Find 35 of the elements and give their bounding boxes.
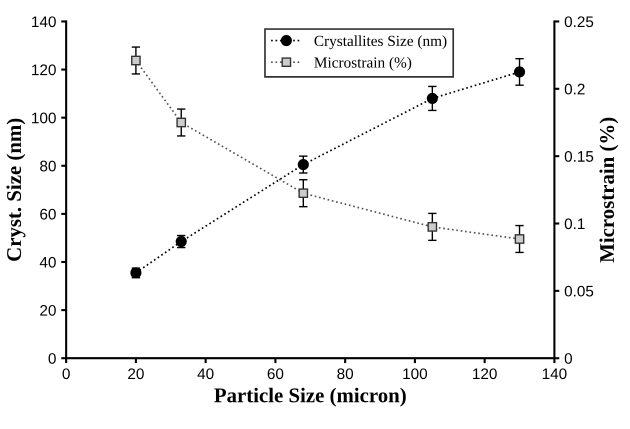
x-tick-label: 140 [542, 368, 567, 380]
x-tick-label: 0 [62, 368, 70, 380]
y-tick-label: 0 [48, 353, 56, 364]
x-tick-label: 60 [268, 368, 284, 380]
point [298, 159, 309, 170]
y-tick-label: 80 [40, 160, 56, 172]
y2-tick-label: 0.2 [564, 84, 585, 94]
y-tick-label: 60 [40, 208, 56, 220]
y-axis-title: Cryst. Size (nm) [6, 118, 26, 261]
point [427, 222, 438, 232]
y2-tick-label: 0.05 [564, 286, 594, 297]
y-tick-label: 40 [40, 256, 56, 268]
legend-label: Microstrain (%) [314, 56, 412, 71]
point [514, 234, 524, 244]
x-tick-label: 20 [128, 368, 144, 380]
y2-axis-title: Microstrain (%) [599, 118, 618, 262]
point [298, 188, 308, 198]
legend-label: Crystallites Size (nm) [314, 35, 446, 50]
x-tick-label: 40 [198, 368, 214, 380]
x-tick-label: 80 [337, 368, 354, 380]
y-tick-label: 100 [32, 112, 56, 124]
point [176, 118, 186, 128]
y-tick-label: 20 [40, 304, 56, 316]
x-axis-title: Particle Size (micron) [214, 388, 406, 407]
x-tick-label: 120 [473, 368, 497, 380]
y-tick-label: 120 [32, 64, 56, 76]
y2-tick-label: 0.25 [564, 16, 594, 28]
y2-tick-label: 0.1 [564, 218, 585, 230]
y-tick-label: 140 [32, 16, 56, 28]
point [426, 92, 438, 104]
y2-tick-label: 0.15 [564, 151, 594, 162]
point [514, 66, 526, 78]
x-tick-label: 100 [403, 368, 428, 380]
y2-tick-label: 0 [564, 353, 572, 364]
point [131, 56, 141, 66]
